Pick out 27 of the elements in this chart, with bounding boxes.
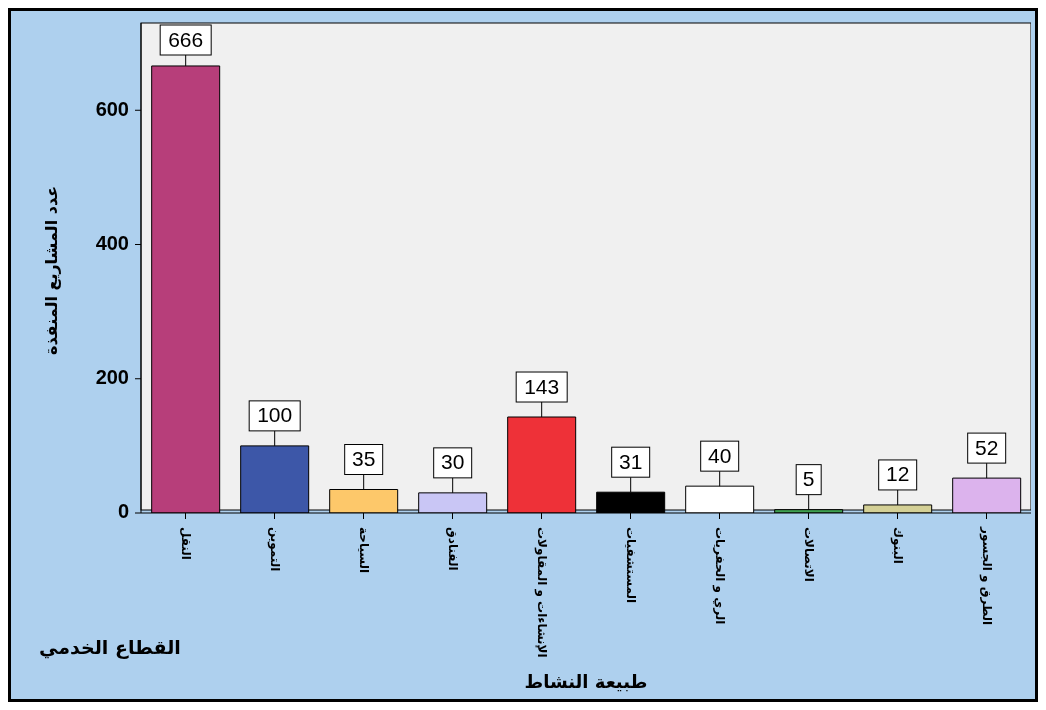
x-tick-label: النقل	[179, 527, 193, 560]
data-label: 666	[168, 27, 204, 51]
x-tick-label: المستشفيات	[624, 527, 638, 604]
data-label: 12	[886, 462, 910, 486]
data-label: 40	[708, 443, 732, 467]
y-tick-label: 200	[95, 366, 129, 389]
data-label: 30	[441, 450, 465, 474]
y-axis-title: عدد المشاريع المنفذة	[41, 185, 61, 356]
data-label: 35	[352, 447, 376, 471]
x-tick-label: الفنادق	[446, 527, 460, 571]
data-label: 143	[524, 374, 560, 398]
x-tick-label: السياحة	[357, 527, 371, 574]
x-tick-label: البنوك	[890, 527, 905, 564]
data-label: 31	[619, 449, 643, 473]
x-tick-label: الإنشاءات و المقاولات	[534, 527, 549, 658]
x-tick-label: التموين	[267, 527, 282, 572]
data-label: 100	[257, 403, 293, 427]
x-tick-label: الطرق و الجسور	[979, 526, 994, 626]
data-label: 5	[802, 467, 815, 491]
y-tick-label: 400	[95, 231, 129, 254]
x-axis-title: طبيعة النشاط	[523, 671, 649, 692]
x-tick-label: الاتصالات	[802, 527, 816, 582]
y-tick-label: 600	[95, 97, 129, 120]
y-tick-label: 0	[117, 500, 129, 523]
data-label: 52	[975, 435, 999, 459]
text: القطاع الخدمي	[39, 636, 181, 658]
x-tick-label: الري و الحفريات	[712, 527, 727, 625]
